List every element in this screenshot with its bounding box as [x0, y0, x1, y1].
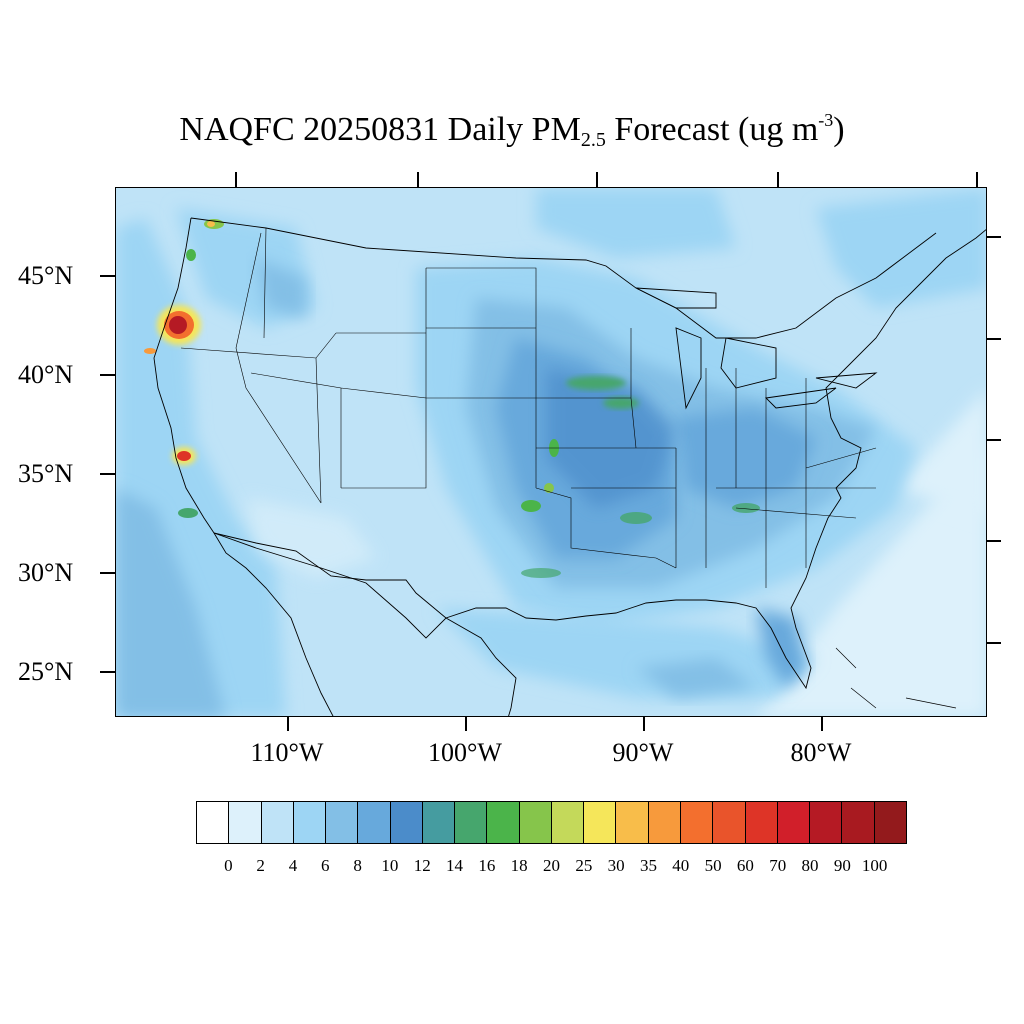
- colorbar-swatch: [616, 802, 649, 843]
- top-tick: [976, 172, 978, 187]
- lat-tick: [100, 671, 115, 673]
- colorbar-level-label: 40: [672, 856, 690, 875]
- colorbar-level-label: 18: [510, 856, 528, 875]
- right-tick: [987, 236, 1001, 238]
- title-subscript: 2.5: [580, 129, 606, 151]
- colorbar-swatch: [584, 802, 617, 843]
- hotspot-southern-california: [178, 508, 198, 518]
- colorbar-swatch: [874, 802, 906, 843]
- top-tick: [777, 172, 779, 187]
- right-tick: [987, 642, 1001, 644]
- lat-tick: [100, 374, 115, 376]
- colorbar-level-label: 8: [353, 856, 362, 875]
- colorbar-level-label: 4: [288, 856, 298, 875]
- colorbar-level-label: 14: [446, 856, 464, 875]
- colorbar-swatch: [551, 802, 585, 843]
- top-tick: [596, 172, 598, 187]
- colorbar-swatch: [197, 802, 230, 843]
- lon-tick: [821, 717, 823, 731]
- lat-label-40n: 40°N: [18, 360, 74, 389]
- colorbar: [196, 801, 907, 844]
- colorbar-swatch: [261, 802, 294, 843]
- lat-tick: [100, 473, 115, 475]
- colorbar-level-label: 12: [413, 856, 431, 875]
- colorbar-level-label: 16: [478, 856, 496, 875]
- us-coastline: [153, 217, 334, 716]
- lon-tick: [465, 717, 467, 731]
- colorbar-swatch: [842, 802, 875, 843]
- hotspot-missouri-iowa: [566, 376, 626, 390]
- title-superscript: -3: [818, 110, 834, 130]
- colorbar-level-label: 6: [321, 856, 330, 875]
- colorbar-level-label: 60: [736, 856, 754, 875]
- colorbar-swatch: [713, 802, 746, 843]
- colorbar-swatch: [648, 802, 681, 843]
- title-suffix: ): [833, 111, 845, 148]
- right-tick: [987, 338, 1001, 340]
- colorbar-level-label: 2: [256, 856, 265, 875]
- colorbar-swatch: [422, 802, 456, 843]
- pm25-map: [116, 188, 986, 716]
- lon-label-90w: 90°W: [612, 738, 674, 767]
- colorbar-swatch: [455, 802, 488, 843]
- colorbar-swatch: [229, 802, 262, 843]
- top-tick: [235, 172, 237, 187]
- colorbar-swatch: [519, 802, 552, 843]
- colorbar-swatch: [358, 802, 391, 843]
- colorbar-swatch: [487, 802, 520, 843]
- colorbar-level-label: 20: [543, 856, 560, 875]
- us-mexico-border: [213, 532, 517, 716]
- colorbar-level-label: 10: [381, 856, 399, 875]
- colorbar-level-label: 90: [833, 856, 851, 875]
- title-prefix: NAQFC 20250831 Daily PM: [179, 111, 581, 148]
- lon-tick: [287, 717, 289, 731]
- colorbar-level-label: 0: [224, 856, 233, 875]
- lat-label-45n: 45°N: [18, 261, 74, 290]
- colorbar-swatch: [745, 802, 778, 843]
- colorbar-swatch: [293, 802, 327, 843]
- lon-label-100w: 100°W: [428, 738, 502, 767]
- colorbar-swatch: [810, 802, 843, 843]
- colorbar-swatch: [390, 802, 423, 843]
- right-tick: [987, 439, 1001, 441]
- map-panel: [115, 187, 987, 717]
- state-lines: [180, 227, 877, 588]
- smoke-hotspots: [144, 219, 760, 578]
- lat-tick: [100, 572, 115, 574]
- boundaries: [153, 217, 986, 716]
- hotspot-oklahoma: [521, 500, 541, 512]
- colorbar-level-label: 30: [607, 856, 625, 875]
- great-lakes: [635, 287, 878, 410]
- hotspot-northern-california-coast: [144, 348, 156, 354]
- lat-label-30n: 30°N: [18, 558, 74, 587]
- lat-label-35n: 35°N: [18, 459, 74, 488]
- top-tick: [417, 172, 419, 187]
- colorbar-level-label: 70: [769, 856, 787, 875]
- title-middle: Forecast (ug m: [605, 111, 819, 148]
- lon-label-80w: 80°W: [790, 738, 852, 767]
- colorbar-level-label: 25: [575, 856, 593, 875]
- colorbar-level-label: 100: [861, 856, 888, 875]
- lon-label-110w: 110°W: [250, 738, 324, 767]
- lat-label-25n: 25°N: [18, 657, 74, 686]
- colorbar-swatch: [777, 802, 811, 843]
- lon-tick: [643, 717, 645, 731]
- colorbar-level-label: 35: [639, 856, 657, 875]
- colorbar-swatch: [680, 802, 714, 843]
- colorbar-level-label: 50: [704, 856, 722, 875]
- colorbar-level-label: 80: [801, 856, 819, 875]
- lat-tick: [100, 275, 115, 277]
- colorbar-swatch: [326, 802, 359, 843]
- right-tick: [987, 540, 1001, 542]
- map-title: NAQFC 20250831 Daily PM2.5 Forecast (ug …: [0, 110, 1024, 152]
